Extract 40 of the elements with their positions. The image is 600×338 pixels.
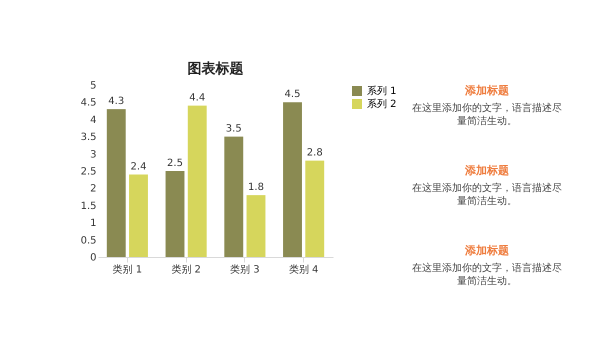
y-tick-label: 1 xyxy=(90,218,96,230)
y-tick-label: 0 xyxy=(90,252,96,264)
text: 添加标题 xyxy=(464,164,509,177)
bar xyxy=(106,109,126,257)
bar xyxy=(283,102,302,257)
data-label: 2.5 xyxy=(167,158,183,169)
bar xyxy=(129,174,148,257)
x-tick-label: 类别 2 xyxy=(171,264,201,276)
legend-label: 系列 2 xyxy=(367,98,397,110)
x-tick-label: 类别 1 xyxy=(112,264,142,276)
x-tick-label: 类别 3 xyxy=(230,264,260,276)
data-label: 4.3 xyxy=(108,96,124,108)
y-tick-label: 0.5 xyxy=(80,235,96,246)
y-tick-label: 2.5 xyxy=(80,166,96,178)
text: 在这里添加你的文字，语言描述尽量简洁生动。 xyxy=(412,102,562,127)
text: 添加标题 xyxy=(464,84,509,97)
data-label: 4.5 xyxy=(284,89,300,100)
y-tick-label: 3.5 xyxy=(80,132,96,144)
data-label: 2.4 xyxy=(130,161,146,172)
legend-label: 系列 1 xyxy=(367,85,397,97)
bar xyxy=(246,195,266,257)
y-tick-label: 5 xyxy=(90,80,96,92)
x-tick-label: 类别 4 xyxy=(288,264,318,276)
chart-title: 图表标题 xyxy=(188,61,244,77)
data-label: 1.8 xyxy=(248,182,264,194)
data-label: 2.8 xyxy=(306,148,323,159)
data-label: 3.5 xyxy=(226,124,242,135)
y-tick-label: 1.5 xyxy=(80,200,96,212)
text: 在这里添加你的文字，语言描述尽量简洁生动。 xyxy=(412,262,562,287)
bar xyxy=(166,171,184,257)
y-tick-label: 2 xyxy=(90,184,96,195)
data-label: 4.4 xyxy=(189,92,206,104)
bar xyxy=(188,106,207,257)
bar xyxy=(224,136,244,257)
bar xyxy=(305,160,324,257)
text: 在这里添加你的文字，语言描述尽量简洁生动。 xyxy=(412,182,562,207)
y-tick-label: 4 xyxy=(90,114,96,126)
text: 添加标题 xyxy=(464,244,509,257)
y-tick-label: 4.5 xyxy=(80,98,96,109)
y-tick-label: 3 xyxy=(90,149,96,160)
